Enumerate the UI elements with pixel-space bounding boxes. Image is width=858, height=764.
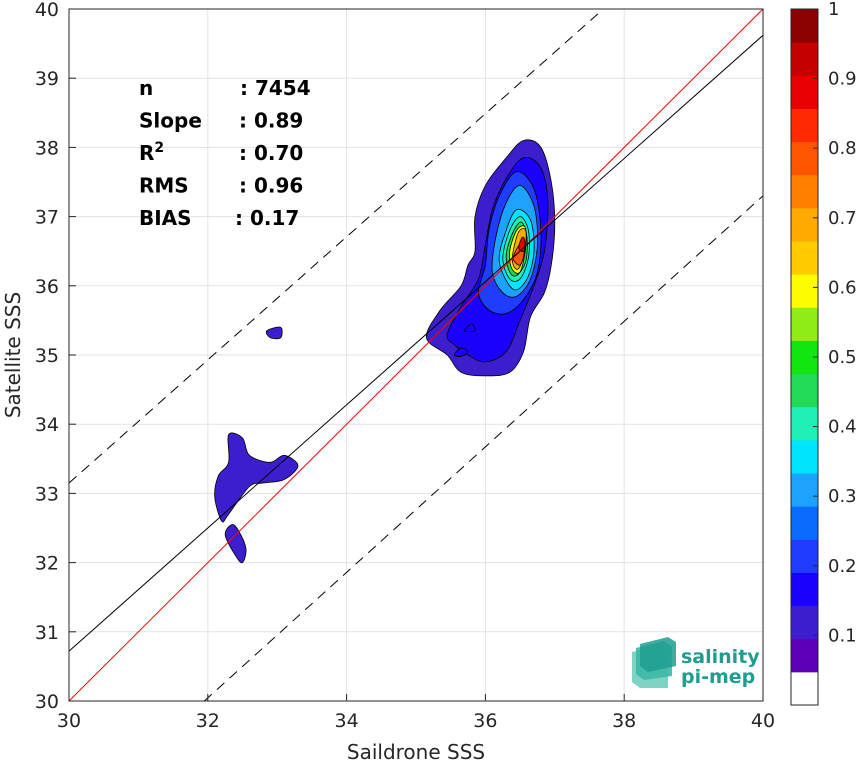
colorbar-segment — [791, 572, 818, 607]
y-tick-label: 39 — [35, 68, 59, 90]
colorbar-segment — [791, 605, 818, 640]
colorbar-segment — [791, 108, 818, 143]
logo-text-line2: pi-mep — [681, 666, 755, 688]
colorbar-tick-label: 0.7 — [828, 208, 857, 229]
colorbar: 0.1 0.2 0.3 0.4 0.5 0.6 0.7 0.8 0.9 1 — [790, 0, 857, 706]
stat-value: : 0.17 — [235, 206, 299, 230]
y-axis-ticks: 30 31 32 33 34 35 36 37 38 39 40 — [35, 0, 76, 713]
stat-value: : 7454 — [240, 76, 311, 100]
y-axis-label: Satellite SSS — [1, 292, 25, 418]
stat-label: n — [139, 76, 153, 100]
y-tick-label: 38 — [35, 137, 59, 159]
colorbar-tick-label: 0.9 — [828, 69, 857, 90]
regression-line — [68, 34, 764, 652]
x-axis-label: Saildrone SSS — [347, 740, 485, 764]
stat-label: RMS — [139, 174, 189, 198]
colorbar-segment — [791, 9, 818, 43]
x-tick-label: 34 — [335, 710, 359, 732]
logo-mark-icon — [632, 637, 676, 688]
contour-level — [224, 524, 247, 564]
x-tick-label: 32 — [196, 710, 220, 732]
y-tick-label: 30 — [35, 691, 59, 713]
upper_bound-line — [68, 8, 604, 484]
x-tick-label: 36 — [473, 710, 497, 732]
colorbar-segment — [791, 506, 818, 540]
y-tick-label: 34 — [35, 414, 59, 436]
colorbar-segment — [791, 638, 818, 673]
stat-value: : 0.70 — [239, 141, 303, 165]
contour-level — [214, 432, 299, 523]
y-tick-label: 33 — [35, 483, 59, 505]
colorbar-segment — [791, 373, 818, 408]
colorbar-segment — [791, 671, 818, 706]
x-tick-label: 40 — [751, 710, 775, 732]
lower_bound-line — [203, 195, 764, 702]
colorbar-tick-label: 0.4 — [828, 417, 857, 438]
colorbar-segment — [791, 174, 818, 209]
contour-level — [453, 347, 469, 358]
stat-label: BIAS — [139, 206, 192, 230]
colorbar-tick-label: 0.1 — [828, 625, 857, 646]
density-contours — [214, 139, 556, 564]
x-tick-label: 30 — [57, 710, 81, 732]
y-tick-label: 36 — [35, 276, 59, 298]
colorbar-tick-label: 0.5 — [828, 347, 857, 368]
statistics-box: n : 7454 Slope : 0.89 R2 : 0.70 RMS : 0.96 BIAS:… — [139, 76, 311, 230]
colorbar-segment — [791, 406, 818, 441]
x-tick-label: 38 — [612, 710, 636, 732]
stat-label: R2 — [139, 140, 164, 165]
colorbar-tick-label: 0.2 — [828, 556, 857, 577]
stat-value: : 0.96 — [239, 174, 303, 198]
colorbar-segment — [791, 439, 818, 474]
colorbar-segment — [791, 473, 818, 507]
colorbar-segment — [791, 42, 818, 76]
colorbar-segment — [791, 539, 818, 573]
stat-value: : 0.89 — [239, 109, 303, 133]
y-tick-label: 32 — [35, 553, 59, 575]
y-tick-label: 31 — [35, 622, 59, 644]
colorbar-tick-label: 0.8 — [828, 138, 857, 159]
y-tick-label: 35 — [35, 345, 59, 367]
colorbar-segment — [791, 307, 818, 341]
colorbar-tick-label: 0.3 — [828, 486, 857, 507]
colorbar-segment — [791, 274, 818, 308]
colorbar-tick-label: 1 — [828, 0, 839, 20]
colorbar-segment — [791, 75, 818, 109]
colorbar-segment — [791, 241, 818, 275]
colorbar-segment — [791, 207, 818, 242]
stat-label: Slope — [139, 109, 202, 133]
salinity-pimep-logo: salinity pi-mep — [632, 637, 760, 688]
contour-level — [464, 323, 476, 333]
reference-lines — [68, 8, 764, 702]
y-tick-label: 37 — [35, 207, 59, 229]
logo-text-line1: salinity — [681, 646, 760, 668]
identity-line — [68, 8, 764, 702]
contour-level — [265, 326, 283, 340]
y-tick-label: 40 — [35, 0, 59, 21]
x-axis-ticks: 30 32 34 36 38 40 — [57, 694, 775, 732]
colorbar-tick-label: 0.6 — [828, 277, 857, 298]
colorbar-segment — [791, 141, 818, 176]
